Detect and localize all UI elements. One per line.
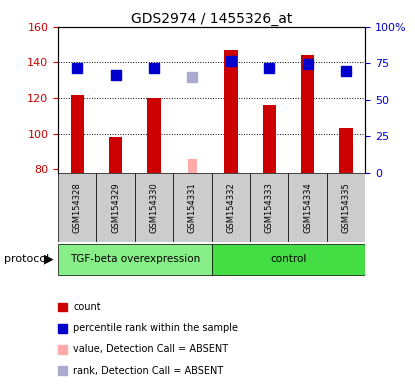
Title: GDS2974 / 1455326_at: GDS2974 / 1455326_at bbox=[131, 12, 292, 26]
Bar bbox=[109, 137, 122, 173]
Bar bbox=[58, 173, 96, 242]
Text: value, Detection Call = ABSENT: value, Detection Call = ABSENT bbox=[73, 344, 229, 354]
Text: GSM154329: GSM154329 bbox=[111, 182, 120, 233]
Text: GSM154335: GSM154335 bbox=[342, 182, 351, 233]
Text: GSM154332: GSM154332 bbox=[226, 182, 235, 233]
Bar bbox=[135, 173, 173, 242]
Text: TGF-beta overexpression: TGF-beta overexpression bbox=[70, 253, 200, 263]
Text: GSM154333: GSM154333 bbox=[265, 182, 274, 233]
Bar bbox=[96, 173, 135, 242]
Text: GSM154334: GSM154334 bbox=[303, 182, 312, 233]
Text: percentile rank within the sample: percentile rank within the sample bbox=[73, 323, 239, 333]
Text: GSM154331: GSM154331 bbox=[188, 182, 197, 233]
Bar bbox=[173, 173, 212, 242]
Bar bbox=[288, 173, 327, 242]
Bar bbox=[224, 50, 237, 173]
Bar bbox=[327, 173, 365, 242]
Bar bbox=[147, 98, 161, 173]
Text: control: control bbox=[270, 253, 307, 263]
Bar bbox=[212, 173, 250, 242]
Text: count: count bbox=[73, 302, 101, 312]
Text: rank, Detection Call = ABSENT: rank, Detection Call = ABSENT bbox=[73, 366, 224, 376]
Bar bbox=[188, 159, 197, 173]
Text: GSM154330: GSM154330 bbox=[149, 182, 159, 233]
Bar bbox=[263, 105, 276, 173]
Bar bbox=[250, 173, 288, 242]
Bar bbox=[58, 244, 212, 275]
Text: GSM154328: GSM154328 bbox=[73, 182, 82, 233]
Text: ▶: ▶ bbox=[44, 253, 53, 266]
Bar bbox=[71, 94, 84, 173]
Text: protocol: protocol bbox=[4, 254, 49, 264]
Bar bbox=[301, 55, 314, 173]
Bar bbox=[339, 128, 353, 173]
Bar bbox=[212, 244, 365, 275]
